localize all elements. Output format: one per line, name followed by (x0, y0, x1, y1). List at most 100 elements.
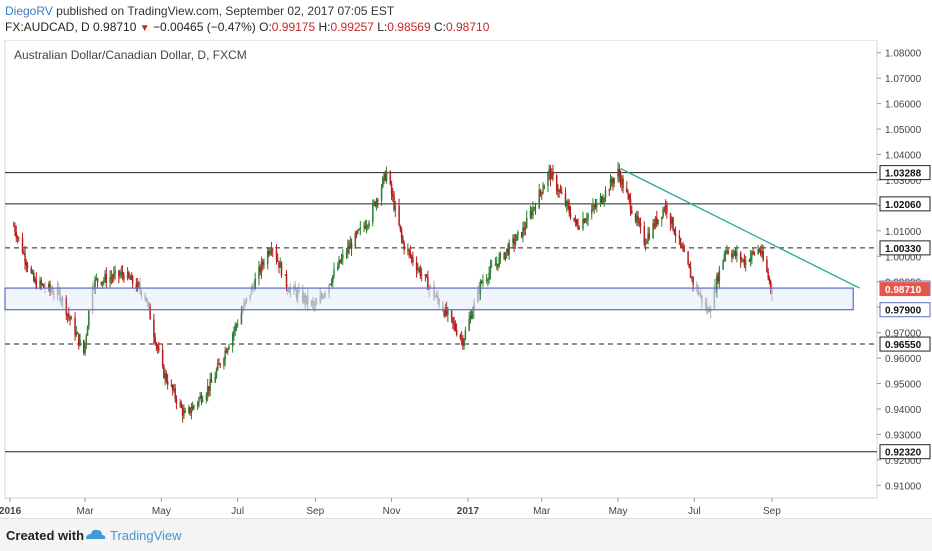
candle-body (350, 243, 353, 249)
candle-body (736, 252, 738, 257)
price-axis[interactable]: 1.08000 1.07000 1.06000 1.05000 1.04000 1.030… (877, 49, 922, 493)
candle-body (223, 358, 225, 366)
candle-body (392, 194, 394, 197)
y-tick-label: 1.03000 (885, 176, 922, 187)
candle-body (533, 207, 535, 209)
candle-body (661, 216, 663, 220)
candle-body (654, 217, 657, 228)
candle-body (39, 280, 41, 288)
level-price-tag (879, 196, 931, 212)
candle-body (193, 405, 195, 407)
candle-body (399, 225, 402, 230)
candle-body (324, 293, 327, 295)
y-tick-label: 1.07000 (885, 74, 922, 85)
candle-body (594, 206, 597, 208)
candle-body (84, 342, 86, 354)
candle-body (271, 249, 274, 251)
candle-body (15, 232, 18, 238)
candle-body (691, 277, 693, 279)
candle-body (618, 169, 621, 176)
candle-body (530, 211, 533, 216)
candle-body (759, 250, 762, 254)
x-tick-label: 2017 (457, 506, 480, 517)
candle-body (469, 315, 472, 320)
candle-body (218, 363, 220, 365)
y-tick-label: 0.92000 (885, 456, 922, 467)
last-price-label: 0.98710 (885, 285, 922, 296)
candle-body (284, 274, 286, 276)
time-axis[interactable]: 2016 Mar May Jul Sep Nov 2017 Mar May Jul Sep (0, 498, 781, 517)
candle-body (393, 196, 395, 210)
level-price-label: 0.92320 (885, 448, 922, 459)
open-label: O: (259, 20, 272, 34)
candle-body (503, 253, 505, 259)
candle-body (173, 388, 175, 391)
candle-body (269, 251, 271, 254)
y-tick-label: 0.93000 (885, 430, 922, 441)
x-tick-label: Sep (763, 506, 781, 517)
candle-body (279, 262, 281, 268)
candle-body (183, 411, 185, 416)
candle-body (540, 192, 543, 194)
candle-body (120, 271, 123, 275)
candle-body (742, 259, 744, 261)
tradingview-brand-link[interactable]: TradingView (110, 528, 182, 543)
candle-body (155, 343, 158, 346)
candle-body (622, 178, 624, 189)
candle-body (224, 350, 226, 359)
candle-body (59, 291, 61, 300)
candle-body (355, 232, 358, 234)
candle-body (538, 189, 540, 209)
candle-body (767, 271, 769, 278)
candle-body (499, 253, 502, 258)
candle-body (419, 268, 422, 276)
candle-body (50, 289, 53, 291)
author-link[interactable]: DiegoRV (5, 4, 53, 18)
candle-body (113, 273, 115, 278)
price-chart[interactable]: Australian Dollar/Canadian Dollar, D, FX… (0, 40, 932, 518)
candle-body (338, 259, 340, 267)
low-label: L: (377, 20, 388, 34)
candle-body (363, 225, 365, 228)
candle-body (524, 227, 527, 230)
candle-body (565, 201, 568, 206)
candle-body (126, 272, 129, 280)
candle-body (240, 312, 243, 324)
candle-body (734, 251, 737, 257)
support-zone-box[interactable] (4, 287, 854, 311)
candle-body (53, 293, 55, 295)
candle-body (135, 283, 138, 290)
candle-body (78, 333, 80, 346)
candle-body (415, 262, 418, 271)
candle-body (164, 373, 166, 379)
candle-body (199, 395, 201, 399)
candle-body (79, 339, 81, 346)
candle-body (504, 252, 507, 259)
candle-body (559, 190, 562, 193)
candle-body (462, 338, 464, 346)
candle-body (459, 334, 462, 338)
x-tick-label: May (152, 506, 171, 517)
drawings[interactable] (4, 167, 860, 311)
candle-body (647, 233, 649, 242)
candle-body (582, 219, 584, 229)
candle-body (673, 229, 676, 234)
candle-body (33, 272, 35, 282)
candle-body (574, 219, 577, 222)
x-tick-label: Nov (383, 506, 401, 517)
candle-body (771, 287, 773, 294)
candle-body (261, 261, 264, 265)
candle-body (525, 217, 528, 228)
candle-body (599, 196, 602, 204)
candle-body (707, 310, 709, 312)
tradingview-cloud-icon (86, 529, 106, 539)
descending-trendline[interactable] (620, 167, 860, 289)
candle-body (184, 411, 186, 413)
candle-body (418, 268, 420, 270)
candle-body (689, 268, 692, 278)
ohlc-line: FX:AUDCAD, D 0.98710 ▼ −0.00465 (−0.47%)… (5, 20, 489, 34)
candle-body (251, 286, 254, 288)
candle-body (619, 175, 622, 185)
candle-body (410, 255, 413, 258)
candle-body (144, 295, 146, 298)
